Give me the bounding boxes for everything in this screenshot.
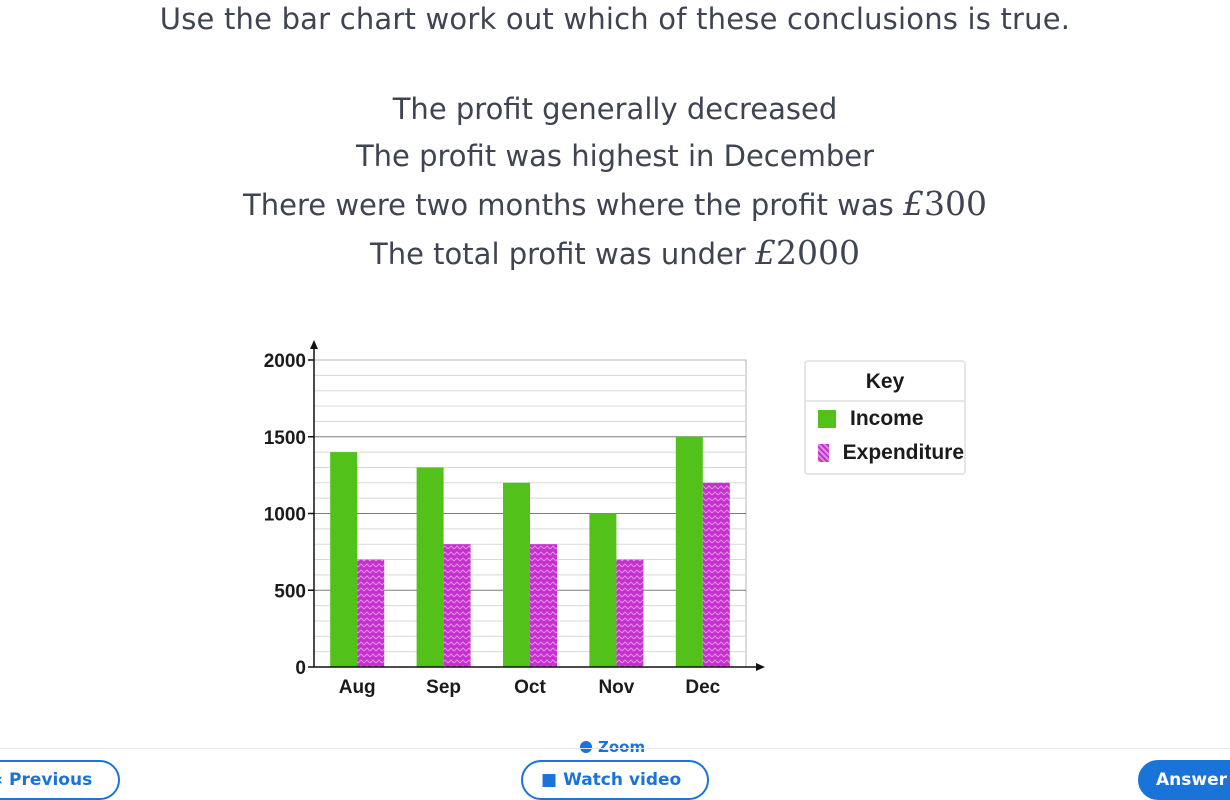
y-tick-label: 1500 (264, 428, 306, 449)
math-pound: £ (902, 184, 924, 223)
previous-button[interactable]: ‹ Previous (0, 760, 120, 800)
bar-expenditure-sep (443, 544, 471, 667)
key-label-income: Income (850, 407, 924, 430)
y-tick-labels: 0 500 1000 1500 2000 (264, 351, 314, 679)
bar-income-aug (330, 452, 358, 667)
bar-expenditure-oct (530, 544, 557, 667)
video-camera-icon: ■ (541, 770, 558, 790)
watch-video-label: Watch video (563, 770, 682, 790)
x-tick-label: Aug (339, 677, 376, 698)
bar-expenditure-nov (616, 559, 644, 667)
income-swatch (818, 410, 836, 428)
x-tick-labels: Aug Sep Oct Nov Dec (339, 677, 721, 698)
chevron-left-icon: ‹ (0, 770, 3, 790)
bar-income-nov (589, 513, 617, 667)
bar-income-sep (416, 467, 444, 667)
previous-label: Previous (9, 770, 93, 790)
x-tick-label: Nov (598, 677, 634, 698)
question-text: Use the bar chart work out which of thes… (159, 2, 1071, 36)
expenditure-swatch (818, 444, 829, 462)
math-number: 2000 (775, 233, 860, 272)
conclusion-1: The profit generally decreased (392, 92, 838, 126)
key-title: Key (806, 362, 964, 402)
bar-expenditure-dec (702, 482, 730, 667)
bar-expenditure-aug (357, 559, 385, 667)
watch-video-button[interactable]: ■ Watch video (521, 760, 709, 800)
chart-axes (310, 340, 765, 671)
conclusion-2: The profit was highest in December (355, 139, 875, 173)
math-pound: £ (754, 233, 776, 272)
zoom-icon (580, 741, 592, 753)
zoom-button[interactable]: Zoom (580, 737, 645, 757)
x-tick-label: Sep (426, 677, 461, 698)
bar-chart: 0 500 1000 1500 2000 Aug Sep Oct Nov Dec (264, 340, 765, 698)
x-tick-label: Oct (514, 677, 546, 698)
math-number: 300 (923, 184, 987, 223)
conclusion-4: The total profit was under £2000 (370, 233, 860, 272)
conclusion-3: There were two months where the profit w… (243, 184, 987, 223)
key-item-income: Income (806, 402, 964, 436)
x-axis-arrow (756, 663, 765, 671)
x-tick-label: Dec (685, 677, 720, 698)
y-tick-label: 0 (295, 658, 306, 679)
y-axis-arrow (310, 340, 318, 349)
chart-bars (330, 436, 730, 667)
y-tick-label: 500 (274, 581, 306, 602)
y-tick-label: 2000 (264, 351, 306, 372)
key-item-expenditure: Expenditure (806, 436, 964, 470)
y-tick-label: 1000 (264, 505, 306, 526)
answer-label: Answer (1156, 770, 1227, 790)
zoom-label: Zoom (598, 738, 646, 756)
chart-key: Key Income Expenditure (804, 360, 966, 475)
answer-button[interactable]: Answer (1138, 760, 1230, 800)
conclusions-list: The profit generally decreased The profi… (0, 86, 1230, 278)
bar-income-oct (503, 482, 530, 667)
key-label-expenditure: Expenditure (842, 441, 964, 464)
bar-income-dec (675, 436, 703, 667)
footer-divider (0, 748, 1230, 749)
